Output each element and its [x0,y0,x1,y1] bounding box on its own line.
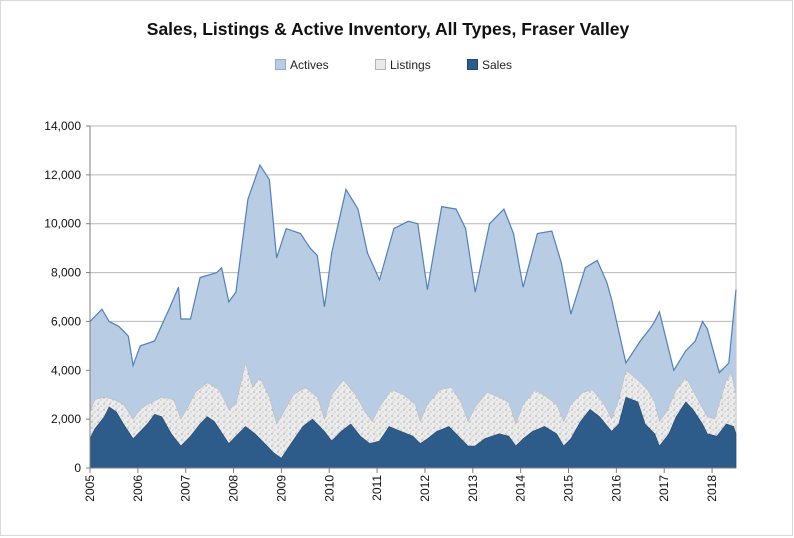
x-tick-label: 2013 [466,475,480,502]
y-tick-label: 2,000 [51,412,81,426]
y-tick-label: 0 [74,461,81,475]
legend-item-sales: Sales [467,58,512,72]
legend-label-sales: Sales [482,58,513,72]
x-tick-label: 2009 [274,475,288,502]
x-tick-label: 2007 [179,475,193,502]
legend-swatch-sales [467,59,478,70]
series-line-actives [89,163,737,374]
x-tick-label: 2012 [418,475,432,502]
legend-item-actives: Actives [275,58,329,72]
legend-swatch-listings [375,59,386,70]
y-tick-label: 6,000 [51,314,81,328]
x-tick-label: 2014 [514,475,528,502]
legend-item-listings: Listings [375,58,431,72]
x-tick-label: 2008 [227,475,241,502]
x-tick-label: 2010 [322,475,336,502]
y-tick-label: 14,000 [44,119,81,133]
legend-swatch-actives [275,59,286,70]
series-area-sales [89,396,737,469]
legend-label-actives: Actives [290,58,329,72]
y-tick-label: 12,000 [44,168,81,182]
legend-label-listings: Listings [390,58,431,72]
x-tick-label: 2016 [609,475,623,502]
y-tick-label: 10,000 [44,217,81,231]
x-tick-label: 2018 [705,475,719,502]
x-tick-label: 2006 [131,475,145,502]
chart-title: Sales, Listings & Active Inventory, All … [146,19,630,39]
x-tick-label: 2015 [562,475,576,502]
x-tick-label: 2011 [370,475,384,501]
x-tick-label: 2005 [83,475,97,502]
y-tick-label: 8,000 [51,266,81,280]
y-tick-label: 4,000 [51,363,81,377]
x-tick-label: 2017 [657,475,671,502]
